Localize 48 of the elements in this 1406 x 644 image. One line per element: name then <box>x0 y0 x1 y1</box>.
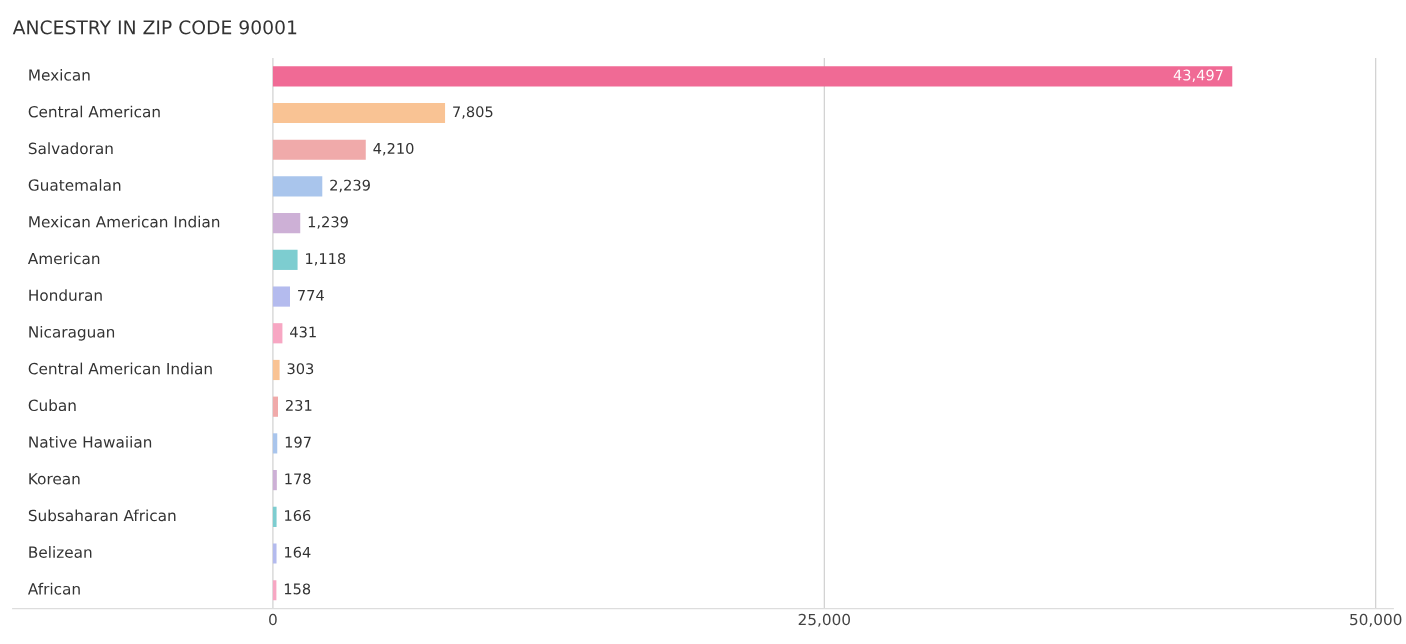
bar <box>272 396 279 417</box>
bar <box>272 286 290 307</box>
x-tick-label: 50,000 <box>1350 613 1402 627</box>
data-label: 43,497 <box>1173 69 1223 83</box>
bar <box>272 359 280 381</box>
y-tick-label: Central American Indian <box>28 362 212 375</box>
data-label: 178 <box>285 473 311 485</box>
y-tick-label: Honduran <box>29 289 102 301</box>
data-label: 2,239 <box>330 179 370 193</box>
y-tick-label: Subsaharan African <box>28 509 176 522</box>
data-label: 4,210 <box>373 142 414 156</box>
y-tick-label: Belizean <box>29 546 92 558</box>
y-tick-label: Central American <box>28 105 160 118</box>
bar <box>272 213 301 234</box>
bar <box>272 66 1233 87</box>
data-label: 303 <box>287 363 314 375</box>
bar <box>272 139 366 160</box>
data-label: 774 <box>298 289 324 301</box>
data-label: 197 <box>285 436 311 448</box>
data-label: 1,239 <box>308 216 348 229</box>
bar <box>272 249 298 270</box>
x-tick-label: 0 <box>269 613 277 626</box>
y-tick-label: Cuban <box>28 399 76 412</box>
data-label: 164 <box>285 546 311 558</box>
bar <box>272 543 277 564</box>
y-tick-label: Korean <box>29 473 80 485</box>
y-tick-label: Mexican <box>29 68 90 81</box>
data-label: 431 <box>290 326 316 338</box>
data-label: 158 <box>284 583 311 595</box>
y-tick-label: Native Hawaiian <box>29 436 152 448</box>
y-tick-label: Salvadoran <box>28 142 113 155</box>
y-tick-label: Guatemalan <box>28 179 121 191</box>
bar <box>272 102 446 124</box>
bar <box>272 433 278 454</box>
y-tick-label: Nicaraguan <box>29 325 115 341</box>
chart-title: ANCESTRY IN ZIP CODE 90001 <box>12 20 297 35</box>
bar <box>272 176 323 197</box>
y-tick-label: American <box>27 252 100 265</box>
bar <box>272 323 283 344</box>
data-label: 231 <box>285 399 312 411</box>
x-tick-label: 25,000 <box>798 613 851 627</box>
y-tick-label: African <box>27 582 80 595</box>
data-label: 7,805 <box>453 106 493 119</box>
y-tick-label: Mexican American Indian <box>29 215 220 228</box>
data-label: 166 <box>285 510 311 522</box>
bar <box>272 506 277 527</box>
bar <box>272 470 277 491</box>
data-label: 1,118 <box>306 253 346 266</box>
